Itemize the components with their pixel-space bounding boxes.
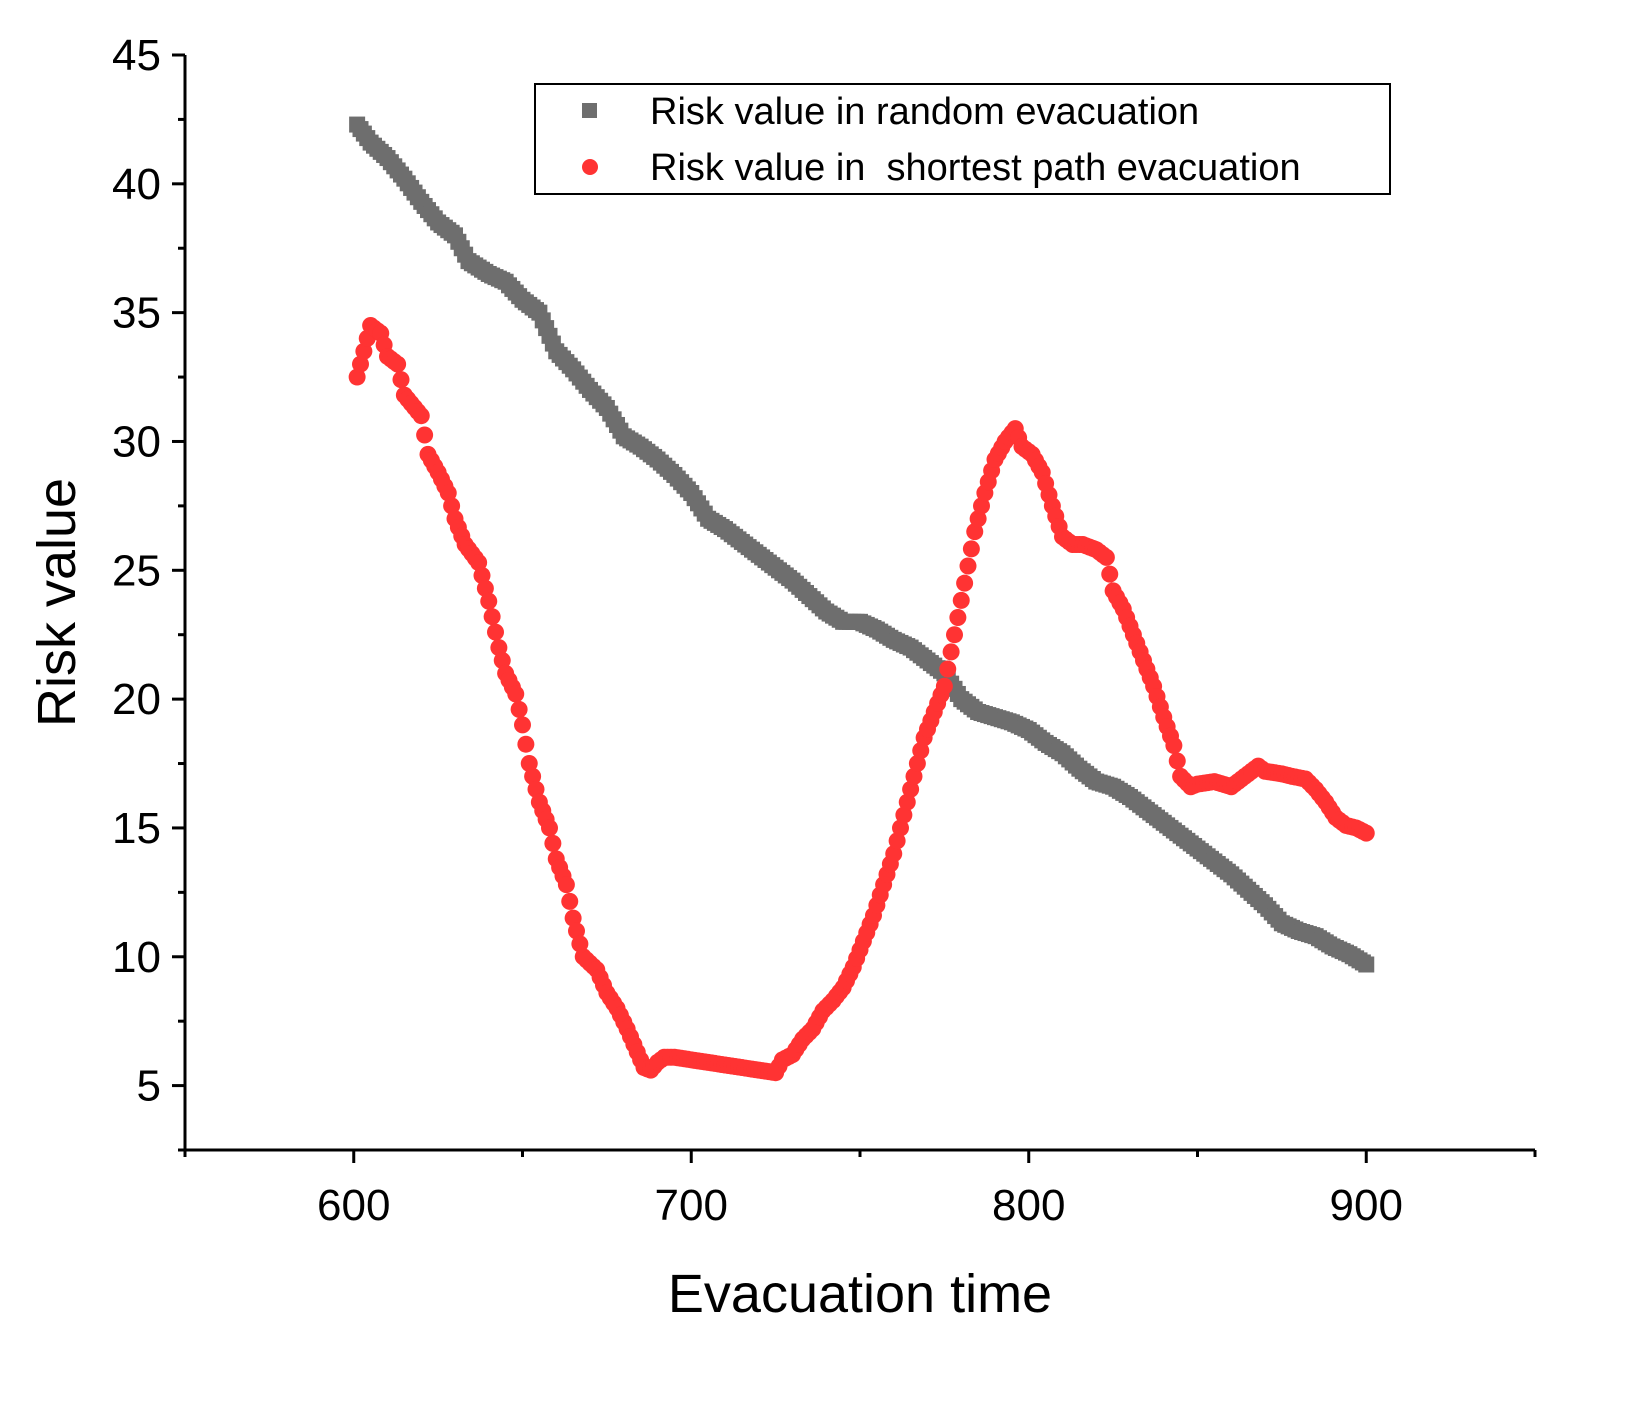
y-tick-label: 35 [112, 289, 161, 338]
data-point-shortest [908, 755, 926, 773]
data-point-shortest [1097, 548, 1115, 566]
data-point-shortest [561, 892, 579, 910]
y-tick-label: 25 [112, 546, 161, 595]
data-point-shortest [520, 755, 538, 773]
data-point-shortest [902, 780, 920, 798]
data-point-shortest [912, 742, 930, 760]
data-point-shortest [942, 643, 960, 661]
data-point-shortest [1165, 736, 1183, 754]
data-point-shortest [949, 609, 967, 627]
data-point-shortest [483, 608, 501, 626]
data-point-shortest [348, 368, 366, 386]
data-point-shortest [885, 845, 903, 863]
data-point-shortest [568, 922, 585, 940]
data-point-shortest [527, 780, 545, 798]
data-point-shortest [443, 497, 461, 515]
data-point-shortest [510, 700, 528, 718]
legend-marker-random [582, 103, 597, 118]
data-point-shortest [898, 793, 916, 811]
data-point-shortest [480, 592, 498, 610]
axes: 5 10 15 20 25 30 35 40 45 600 700 800 900 [112, 31, 1537, 1230]
data-point-shortest [493, 651, 511, 669]
y-tick-label: 20 [112, 675, 161, 724]
data-point-shortest [490, 639, 508, 657]
data-point-shortest [905, 767, 923, 785]
data-point-shortest [1101, 565, 1119, 583]
x-tick-label: 800 [992, 1181, 1065, 1230]
data-point-shortest [544, 834, 562, 852]
data-point-shortest [473, 566, 491, 584]
data-point-shortest [564, 909, 582, 927]
data-point-shortest [507, 685, 525, 703]
data-point-shortest [514, 716, 531, 734]
data-point-shortest [439, 484, 457, 502]
data-point-shortest [541, 819, 558, 837]
y-tick-label: 10 [112, 933, 161, 982]
data-point-shortest [952, 591, 970, 609]
y-tick-label: 5 [137, 1062, 161, 1111]
data-point-shortest [939, 660, 957, 678]
data-point-shortest [892, 819, 909, 837]
y-tick-label: 45 [112, 31, 161, 80]
data-point-shortest [412, 407, 430, 425]
data-point-shortest [969, 510, 987, 528]
data-point-shortest [1357, 824, 1375, 842]
data-point-shortest [487, 623, 504, 641]
legend-box [534, 83, 1391, 195]
plot-area [348, 116, 1375, 1082]
axis-labels: Evacuation time Risk value [27, 478, 1052, 1324]
data-point-shortest [392, 371, 410, 389]
series-shortest-path-evacuation [348, 317, 1375, 1082]
data-point-shortest [935, 677, 953, 695]
data-point-shortest [352, 355, 369, 373]
data-point-shortest [557, 876, 575, 894]
data-point-random [1358, 956, 1375, 973]
data-point-shortest [966, 523, 984, 541]
x-axis-title: Evacuation time [668, 1264, 1052, 1324]
data-point-shortest [571, 935, 589, 953]
data-point-shortest [962, 540, 980, 558]
data-point-shortest [517, 735, 535, 753]
data-point-shortest [895, 806, 913, 824]
legend: Risk value in random evacuation Risk val… [534, 83, 1391, 195]
legend-marker-shortest [582, 159, 598, 175]
y-tick-label: 30 [112, 417, 161, 466]
data-point-shortest [973, 497, 990, 515]
data-point-shortest [946, 626, 963, 644]
legend-label-shortest: Risk value in shortest path evacuation [650, 147, 1301, 189]
x-tick-label: 700 [655, 1181, 728, 1230]
data-point-shortest [470, 554, 488, 572]
legend-label-random: Risk value in random evacuation [650, 91, 1199, 133]
y-tick-label: 40 [112, 160, 161, 209]
y-tick-label: 15 [112, 804, 161, 853]
data-point-shortest [524, 767, 542, 785]
data-point-shortest [476, 579, 494, 597]
y-axis-title: Risk value [27, 478, 87, 727]
x-tick-label: 900 [1330, 1181, 1403, 1230]
data-point-shortest [956, 574, 974, 592]
x-tick-label: 600 [317, 1181, 390, 1230]
series-random-evacuation [349, 116, 1375, 973]
data-point-shortest [959, 557, 977, 575]
data-point-shortest [888, 832, 906, 850]
data-point-shortest [355, 342, 373, 360]
data-point-shortest [1168, 752, 1186, 770]
data-point-shortest [389, 355, 407, 373]
data-point-shortest [416, 426, 434, 444]
